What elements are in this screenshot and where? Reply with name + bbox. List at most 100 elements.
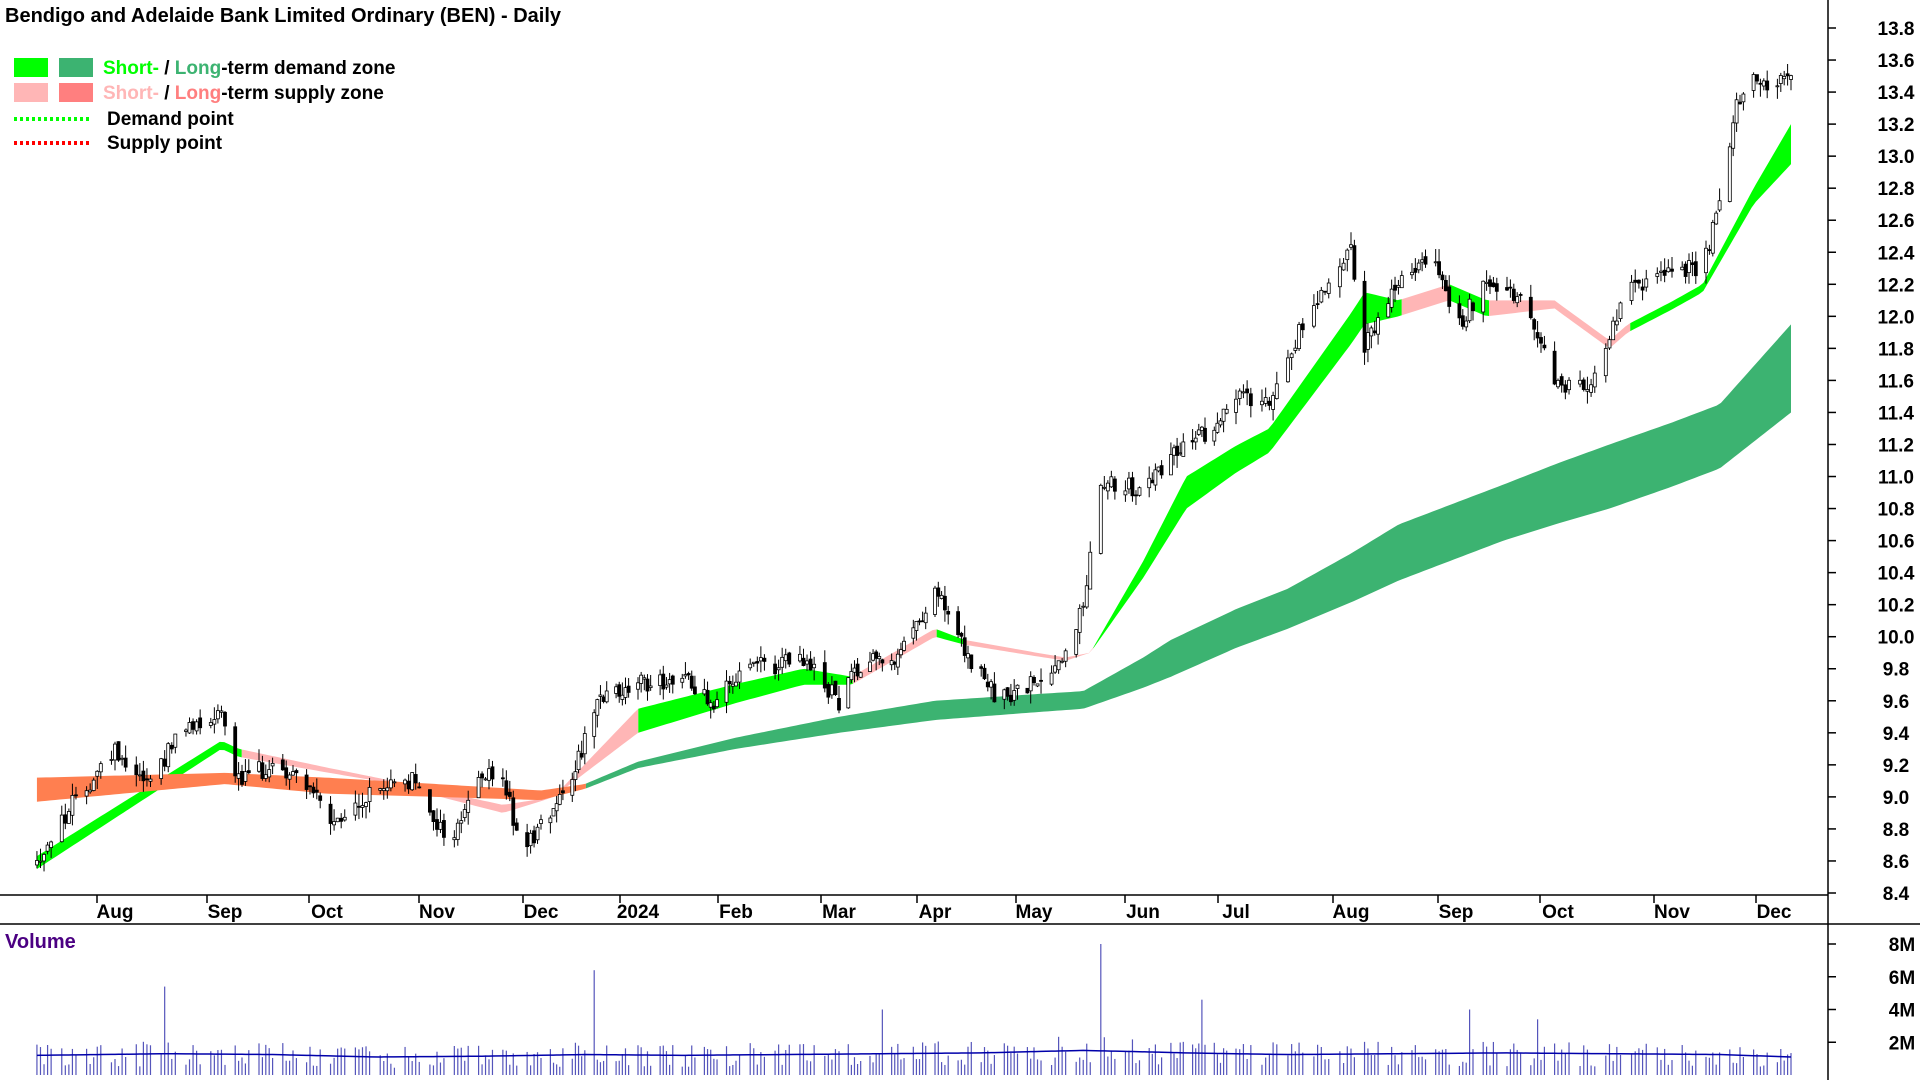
candle — [1134, 490, 1138, 506]
candle-body — [1494, 283, 1499, 292]
candle-body — [1420, 259, 1425, 263]
time-tick-label: Nov — [1654, 902, 1690, 923]
candle-body — [801, 657, 806, 666]
candle-body — [1345, 249, 1350, 261]
candle — [683, 662, 688, 679]
candle-body — [243, 771, 248, 782]
candle-body — [304, 774, 309, 790]
candle-body — [573, 771, 578, 780]
zone-0-down-segment — [966, 640, 1094, 661]
candle — [849, 663, 854, 684]
candle — [1237, 388, 1242, 406]
candle — [476, 770, 481, 799]
zone-0-down-segment — [1401, 284, 1450, 316]
candle — [966, 645, 970, 669]
candle-body — [1611, 320, 1616, 341]
candle-body — [1169, 454, 1173, 476]
candle — [734, 673, 738, 687]
candle — [1416, 259, 1421, 274]
candle-body — [1481, 280, 1486, 313]
candle — [829, 676, 834, 699]
candle-body — [452, 837, 457, 841]
candle — [1481, 280, 1486, 323]
candle-body — [392, 781, 397, 784]
candle-body — [194, 721, 199, 732]
candle-body — [1349, 244, 1353, 248]
price-tick-label: 8.8 — [1883, 820, 1909, 841]
candle — [1457, 295, 1462, 325]
candle-body — [626, 685, 631, 693]
candle-body — [141, 770, 146, 782]
candle — [1366, 323, 1370, 363]
candle — [428, 789, 432, 816]
candle-body — [693, 686, 697, 695]
candle-body — [1150, 479, 1155, 484]
candle-body — [1416, 262, 1421, 271]
candle — [826, 682, 831, 704]
candle — [1130, 471, 1135, 502]
candle — [762, 654, 767, 671]
candle-body — [240, 770, 244, 785]
candle — [1717, 188, 1722, 213]
candle — [246, 759, 251, 775]
candle — [308, 785, 312, 795]
candle-body — [1704, 247, 1708, 274]
candle — [413, 763, 418, 790]
candle — [1508, 279, 1513, 298]
candle-body — [490, 766, 495, 780]
candle — [561, 779, 565, 801]
candle — [1640, 278, 1645, 301]
candle-body — [45, 844, 50, 852]
candle — [263, 764, 268, 782]
candle-body — [1077, 607, 1082, 633]
candle-body — [1683, 263, 1688, 277]
candle-body — [623, 687, 628, 698]
candle — [410, 772, 415, 791]
candle — [511, 790, 516, 836]
candle-body — [1464, 320, 1469, 328]
candle — [466, 790, 471, 825]
candle-body — [805, 660, 809, 665]
candle-body — [514, 822, 519, 831]
candle-body — [762, 657, 767, 662]
candle-body — [1218, 420, 1223, 426]
candle — [134, 756, 139, 787]
candle-body — [962, 637, 967, 656]
candle — [874, 649, 879, 671]
candle — [1218, 417, 1223, 428]
candle-body — [582, 733, 587, 755]
candle — [1714, 210, 1719, 225]
candle-body — [134, 764, 139, 776]
candle — [240, 764, 244, 787]
candle — [1447, 275, 1452, 314]
candle-body — [889, 660, 894, 666]
candle — [1585, 376, 1590, 404]
candle-body — [1172, 447, 1176, 456]
candle-body — [1005, 687, 1010, 697]
candle — [1704, 240, 1708, 284]
candle — [120, 755, 124, 766]
candle-body — [38, 860, 43, 863]
candle — [1738, 94, 1742, 105]
candle-body — [822, 662, 827, 689]
candle-body — [1241, 391, 1246, 394]
candle-body — [84, 790, 89, 797]
candle — [645, 674, 650, 701]
candle-body — [1203, 427, 1207, 442]
candle-body — [914, 620, 919, 631]
candle — [1655, 267, 1660, 284]
price-tick-label: 11.0 — [1878, 468, 1914, 489]
candle — [871, 649, 875, 662]
candle-body — [702, 689, 707, 695]
candle-body — [1741, 93, 1746, 103]
candle — [1778, 72, 1783, 92]
legend: Short- / Long-term demand zone Short- / … — [14, 58, 395, 154]
candle-body — [946, 611, 951, 615]
candle — [689, 670, 694, 691]
candle-body — [911, 627, 916, 639]
candle-body — [1274, 383, 1279, 399]
candle — [1203, 417, 1207, 445]
candle-body — [1393, 284, 1397, 291]
candle-body — [780, 656, 785, 668]
candle-body — [504, 780, 509, 796]
